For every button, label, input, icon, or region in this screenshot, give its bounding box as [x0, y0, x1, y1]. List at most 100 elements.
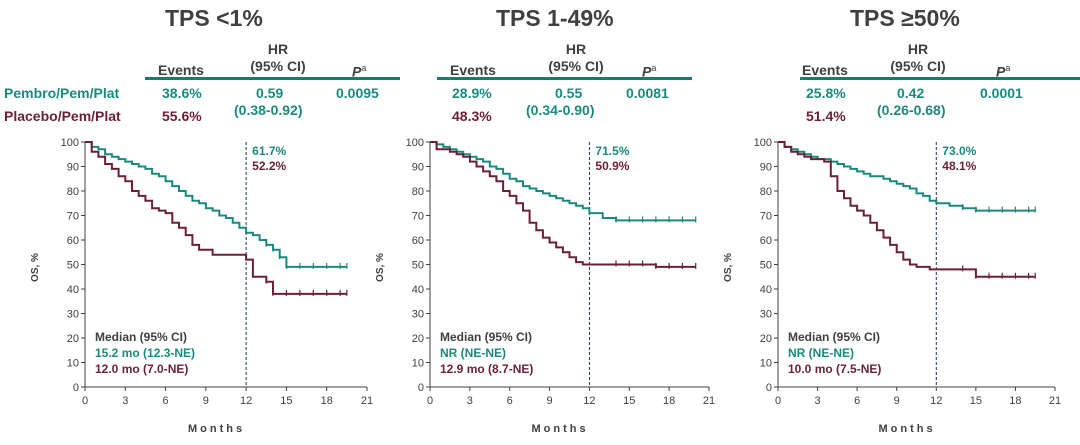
header-rule: [437, 77, 692, 80]
landmark-placebo: 52.2%: [252, 159, 287, 173]
median-label: Median (95% CI): [788, 330, 881, 344]
events-placebo: 51.4%: [806, 108, 846, 124]
placebo-curve: [85, 141, 347, 295]
y-tick-label: 100: [754, 137, 772, 149]
x-tick-label: 9: [203, 395, 209, 407]
events-header: Events: [450, 62, 496, 78]
x-tick-label: 9: [894, 395, 900, 407]
y-tick-label: 20: [760, 333, 772, 345]
y-tick-label: 0: [418, 382, 424, 394]
panel-title: TPS ≥50%: [850, 5, 960, 31]
landmark-placebo: 48.1%: [942, 159, 977, 173]
y-tick-label: 50: [67, 260, 79, 272]
x-tick-label: 21: [1049, 395, 1061, 407]
y-axis-label: OS, %: [29, 253, 41, 282]
y-tick-label: 0: [73, 382, 79, 394]
x-tick-label: 15: [280, 395, 292, 407]
p-superscript: a: [651, 63, 657, 73]
y-tick-label: 90: [67, 162, 79, 174]
y-tick-label: 80: [412, 186, 424, 198]
p-superscript: a: [1005, 63, 1011, 73]
hr-header: HR (95% CI): [238, 41, 318, 75]
y-tick-label: 80: [760, 186, 772, 198]
panel-title: TPS <1%: [165, 5, 263, 31]
y-tick-label: 90: [760, 162, 772, 174]
x-tick-label: 0: [427, 395, 433, 407]
median-pembro: 15.2 mo (12.3-NE): [95, 346, 196, 360]
p-superscript: a: [361, 63, 367, 73]
p-header: Pa: [352, 60, 366, 81]
median-pembro: NR (NE-NE): [788, 346, 854, 360]
hr-value: 0.42: [897, 85, 925, 101]
y-tick-label: 10: [412, 358, 424, 370]
pembro-curve: [778, 141, 1036, 212]
pembro-curve: [430, 141, 696, 222]
panel-tps-lt1: TPS <1% Events HR (95% CI) Pa Pembro/Pem…: [0, 0, 400, 445]
y-axis-label: OS, %: [722, 253, 734, 282]
p-header: Pa: [642, 60, 656, 81]
x-tick-label: 12: [240, 395, 252, 407]
x-axis-label: Months: [531, 423, 589, 435]
hr-value: 0.55: [555, 85, 583, 101]
events-header: Events: [158, 62, 204, 78]
placebo-curve: [430, 141, 696, 268]
landmark-pembro: 71.5%: [595, 144, 630, 158]
x-tick-label: 9: [547, 395, 553, 407]
header-rule: [145, 77, 400, 80]
hr-header-line2: (95% CI): [890, 58, 946, 74]
x-tick-label: 0: [775, 395, 781, 407]
x-tick-label: 3: [467, 395, 473, 407]
hr-header-line2: (95% CI): [548, 58, 604, 74]
y-tick-label: 30: [412, 309, 424, 321]
median-pembro: NR (NE-NE): [440, 346, 506, 360]
y-tick-label: 40: [760, 284, 772, 296]
hr-header: HR (95% CI): [536, 41, 616, 75]
x-tick-label: 6: [854, 395, 860, 407]
events-pembro: 25.8%: [806, 85, 846, 101]
y-tick-label: 20: [67, 333, 79, 345]
events-pembro: 28.9%: [452, 85, 492, 101]
y-axis-label: OS, %: [374, 253, 386, 282]
y-tick-label: 100: [406, 137, 424, 149]
y-tick-label: 60: [67, 235, 79, 247]
p-value: 0.0081: [626, 85, 669, 101]
panel-title: TPS 1-49%: [496, 5, 614, 31]
y-tick-label: 10: [760, 358, 772, 370]
x-tick-label: 12: [930, 395, 942, 407]
median-placebo: 10.0 mo (7.5-NE): [788, 362, 882, 376]
y-tick-label: 40: [67, 284, 79, 296]
y-tick-label: 60: [760, 235, 772, 247]
hr-ci: (0.26-0.68): [877, 102, 946, 118]
x-tick-label: 12: [583, 395, 595, 407]
pembro-arm-label: Pembro/Pem/Plat: [4, 85, 120, 101]
p-value: 0.0095: [336, 85, 379, 101]
placebo-arm-label: Placebo/Pem/Plat: [4, 108, 121, 124]
hr-value: 0.59: [256, 85, 284, 101]
header-rule: [800, 77, 1080, 80]
median-placebo: 12.9 mo (8.7-NE): [440, 362, 534, 376]
events-placebo: 55.6%: [162, 108, 202, 124]
y-tick-label: 70: [412, 211, 424, 223]
y-tick-label: 20: [412, 333, 424, 345]
pembro-curve: [85, 141, 347, 268]
median-label: Median (95% CI): [95, 330, 188, 344]
p-label: P: [352, 63, 362, 80]
x-tick-label: 6: [163, 395, 169, 407]
y-tick-label: 70: [760, 211, 772, 223]
x-tick-label: 15: [623, 395, 635, 407]
hr-header-line1: HR: [565, 41, 587, 57]
y-tick-label: 60: [412, 235, 424, 247]
hr-header-line2: (95% CI): [250, 58, 306, 74]
placebo-curve: [778, 141, 1036, 278]
y-tick-label: 50: [412, 260, 424, 272]
hr-ci: (0.38-0.92): [234, 102, 303, 118]
y-tick-label: 100: [61, 137, 79, 149]
y-tick-label: 10: [67, 358, 79, 370]
x-tick-label: 3: [815, 395, 821, 407]
x-tick-label: 18: [663, 395, 675, 407]
x-tick-label: 3: [122, 395, 128, 407]
x-tick-label: 21: [703, 395, 715, 407]
median-placebo: 12.0 mo (7.0-NE): [95, 362, 189, 376]
p-label: P: [996, 63, 1006, 80]
landmark-placebo: 50.9%: [595, 159, 630, 173]
